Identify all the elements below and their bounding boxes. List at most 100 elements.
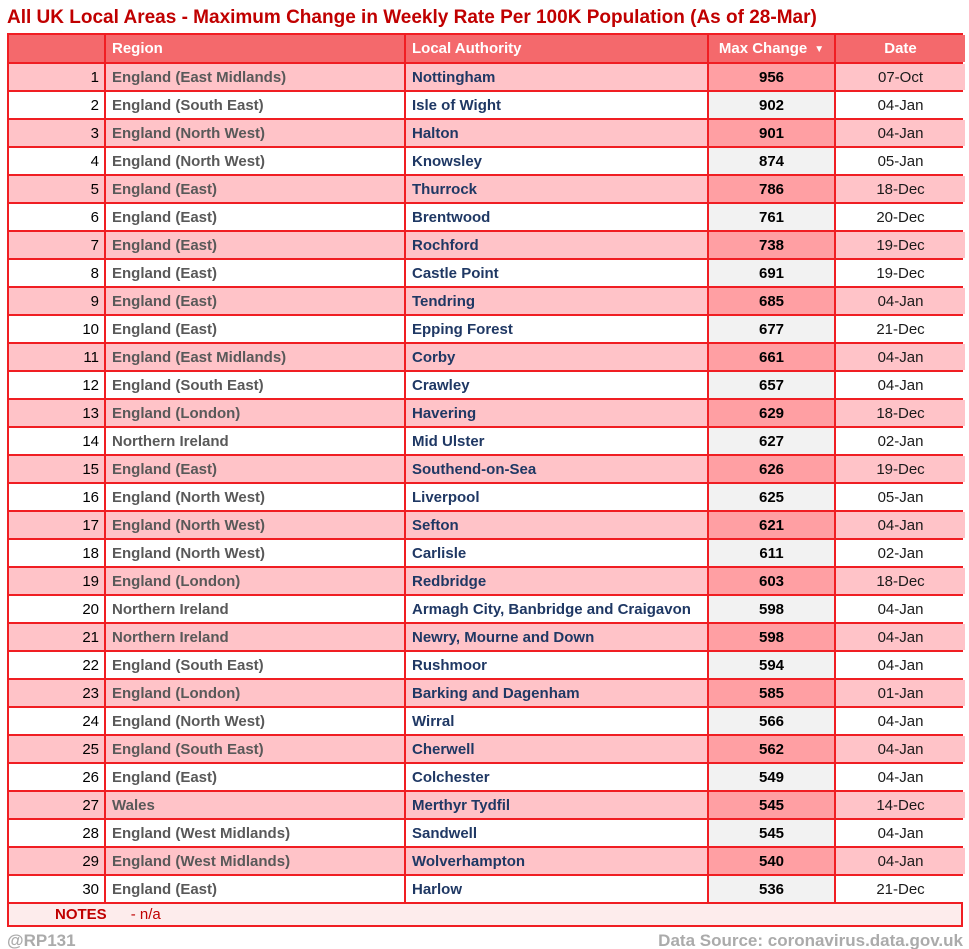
local-authority-cell: Crawley — [406, 372, 707, 398]
header-local-authority: Local Authority — [406, 35, 707, 62]
date-cell: 04-Jan — [836, 92, 965, 118]
max-change-cell: 598 — [709, 624, 834, 650]
rank-cell: 8 — [9, 260, 104, 286]
region-cell: Northern Ireland — [106, 428, 404, 454]
max-change-cell: 598 — [709, 596, 834, 622]
date-cell: 14-Dec — [836, 792, 965, 818]
local-authority-cell: Harlow — [406, 876, 707, 902]
region-cell: England (West Midlands) — [106, 820, 404, 846]
rank-cell: 16 — [9, 484, 104, 510]
rank-cell: 30 — [9, 876, 104, 902]
date-cell: 01-Jan — [836, 680, 965, 706]
date-cell: 04-Jan — [836, 344, 965, 370]
region-cell: England (London) — [106, 400, 404, 426]
max-change-cell: 621 — [709, 512, 834, 538]
rank-cell: 25 — [9, 736, 104, 762]
date-cell: 21-Dec — [836, 316, 965, 342]
date-cell: 04-Jan — [836, 848, 965, 874]
max-change-cell: 625 — [709, 484, 834, 510]
rank-cell: 13 — [9, 400, 104, 426]
max-change-cell: 626 — [709, 456, 834, 482]
date-cell: 04-Jan — [836, 288, 965, 314]
date-cell: 02-Jan — [836, 428, 965, 454]
max-change-cell: 629 — [709, 400, 834, 426]
local-authority-cell: Castle Point — [406, 260, 707, 286]
local-authority-cell: Knowsley — [406, 148, 707, 174]
region-cell: England (North West) — [106, 148, 404, 174]
rank-cell: 14 — [9, 428, 104, 454]
region-cell: England (South East) — [106, 92, 404, 118]
date-cell: 05-Jan — [836, 484, 965, 510]
max-change-cell: 627 — [709, 428, 834, 454]
max-change-cell: 691 — [709, 260, 834, 286]
author-handle: @RP131 — [7, 931, 76, 949]
region-cell: England (East) — [106, 456, 404, 482]
date-cell: 04-Jan — [836, 596, 965, 622]
date-cell: 20-Dec — [836, 204, 965, 230]
date-cell: 04-Jan — [836, 708, 965, 734]
rank-cell: 20 — [9, 596, 104, 622]
date-cell: 19-Dec — [836, 456, 965, 482]
local-authority-cell: Redbridge — [406, 568, 707, 594]
region-cell: England (East) — [106, 316, 404, 342]
local-authority-cell: Halton — [406, 120, 707, 146]
max-change-cell: 603 — [709, 568, 834, 594]
max-change-cell: 540 — [709, 848, 834, 874]
region-cell: England (South East) — [106, 652, 404, 678]
rank-cell: 6 — [9, 204, 104, 230]
max-change-cell: 594 — [709, 652, 834, 678]
date-cell: 04-Jan — [836, 652, 965, 678]
max-change-cell: 657 — [709, 372, 834, 398]
header-max-change-label: Max Change — [718, 40, 808, 57]
rank-cell: 22 — [9, 652, 104, 678]
local-authority-cell: Newry, Mourne and Down — [406, 624, 707, 650]
local-authority-cell: Cherwell — [406, 736, 707, 762]
header-date: Date — [836, 35, 965, 62]
rank-cell: 24 — [9, 708, 104, 734]
date-cell: 19-Dec — [836, 260, 965, 286]
rank-cell: 12 — [9, 372, 104, 398]
region-cell: England (North West) — [106, 708, 404, 734]
local-authority-cell: Wolverhampton — [406, 848, 707, 874]
region-cell: England (London) — [106, 568, 404, 594]
date-cell: 18-Dec — [836, 176, 965, 202]
region-cell: Wales — [106, 792, 404, 818]
rank-cell: 11 — [9, 344, 104, 370]
rank-cell: 5 — [9, 176, 104, 202]
local-authority-cell: Brentwood — [406, 204, 707, 230]
max-change-cell: 761 — [709, 204, 834, 230]
max-change-cell: 685 — [709, 288, 834, 314]
rank-cell: 23 — [9, 680, 104, 706]
region-cell: Northern Ireland — [106, 596, 404, 622]
max-change-cell: 562 — [709, 736, 834, 762]
local-authority-cell: Havering — [406, 400, 707, 426]
region-cell: England (London) — [106, 680, 404, 706]
region-cell: England (East) — [106, 176, 404, 202]
rank-cell: 4 — [9, 148, 104, 174]
date-cell: 04-Jan — [836, 120, 965, 146]
date-cell: 02-Jan — [836, 540, 965, 566]
rank-cell: 2 — [9, 92, 104, 118]
local-authority-cell: Carlisle — [406, 540, 707, 566]
region-cell: Northern Ireland — [106, 624, 404, 650]
max-change-cell: 874 — [709, 148, 834, 174]
local-authority-cell: Thurrock — [406, 176, 707, 202]
date-cell: 18-Dec — [836, 400, 965, 426]
date-cell: 18-Dec — [836, 568, 965, 594]
max-change-cell: 545 — [709, 792, 834, 818]
rank-cell: 15 — [9, 456, 104, 482]
max-change-cell: 536 — [709, 876, 834, 902]
local-authority-cell: Wirral — [406, 708, 707, 734]
region-cell: England (North West) — [106, 540, 404, 566]
local-authority-cell: Southend-on-Sea — [406, 456, 707, 482]
max-change-cell: 677 — [709, 316, 834, 342]
region-cell: England (East) — [106, 764, 404, 790]
header-max-change[interactable]: Max Change ▼ — [709, 35, 834, 62]
notes-label: NOTES — [55, 906, 107, 923]
max-change-cell: 786 — [709, 176, 834, 202]
rank-cell: 3 — [9, 120, 104, 146]
rank-cell: 17 — [9, 512, 104, 538]
local-authority-cell: Rochford — [406, 232, 707, 258]
local-authority-cell: Barking and Dagenham — [406, 680, 707, 706]
max-change-cell: 661 — [709, 344, 834, 370]
